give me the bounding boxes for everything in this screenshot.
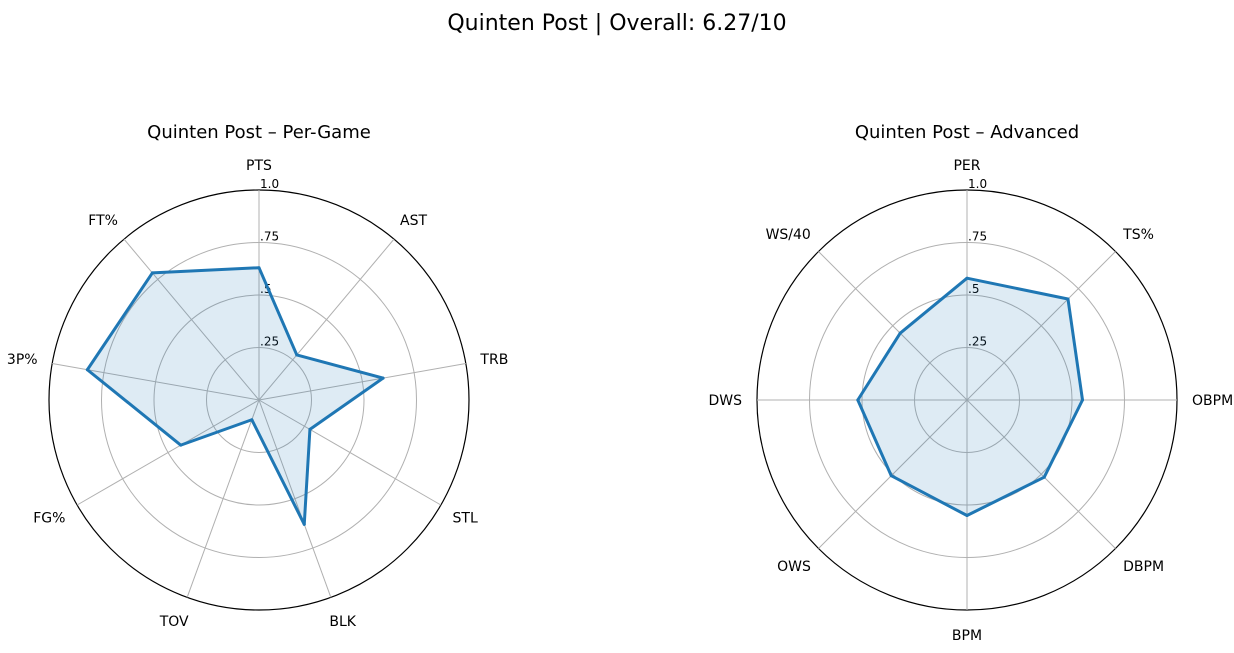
radar-spoke [258,363,466,401]
data-point-trb [381,376,385,380]
data-point-stl [308,427,312,431]
axis-label-3p-pct: 3P% [7,352,38,368]
radar-spoke [966,251,1116,401]
data-point-dbpm [1042,475,1046,479]
data-point-ast [295,353,299,357]
radar-spoke [818,251,968,401]
axis-label-pts: PTS [246,158,272,174]
data-point-ws-40 [898,331,902,335]
radar-grid [756,189,1178,611]
radar-chart-per-game: Quinten Post – Per-Game .25 .5 .75 1.0 PTS AS… [7,122,508,630]
data-point-ows [889,474,893,478]
data-point-pts [257,266,261,270]
data-point-blk [302,522,306,526]
axis-label-ast: AST [400,213,427,229]
axis-label-dws: DWS [708,393,742,409]
data-point-tov [250,418,254,422]
radial-tick-label: .75 [968,230,987,244]
radar-spoke [258,399,332,598]
data-point-bpm [965,514,969,517]
radial-tick-label: .5 [260,282,271,296]
chart-title-per-game: Quinten Post – Per-Game [147,122,371,143]
radar-grid [48,189,470,611]
series-fill-area [87,267,384,525]
radar-spoke [186,399,260,598]
radar-spoke [258,399,442,506]
axis-label-stl: STL [453,511,478,527]
axis-label-blk: BLK [329,614,356,630]
radial-tick-label: .25 [968,335,987,349]
axis-label-fg-pct: FG% [33,511,65,527]
data-point-ts-pct [1066,297,1070,301]
axis-label-bpm: BPM [952,628,982,644]
axis-label-ows: OWS [777,559,811,575]
series-fill-area [857,278,1083,516]
axis-label-trb: TRB [479,352,508,368]
radar-spoke [258,238,395,401]
radial-tick-label: 1.0 [260,177,279,191]
axis-label-dbpm: DBPM [1123,559,1164,575]
data-point-per [965,276,969,280]
radar-spoke [966,399,1116,549]
figure-title: Quinten Post | Overall: 6.27/10 [447,11,786,36]
radial-tick-label: .25 [260,335,279,349]
chart-title-advanced: Quinten Post – Advanced [855,122,1079,143]
series-line [85,266,385,526]
axis-label-per: PER [953,158,980,174]
radar-spoke [123,238,260,401]
radar-spoke [76,399,260,506]
data-point-ft-pct [150,271,154,275]
data-point-obpm [1081,398,1084,402]
radar-chart-advanced: Quinten Post – Advanced .25 .5 .75 1.0 PER TS… [708,122,1233,644]
data-point-fg-pct [179,443,183,447]
axis-label-ws-40: WS/40 [766,227,811,243]
radial-tick-label: 1.0 [968,177,987,191]
axis-label-ft-pct: FT% [88,213,118,229]
radial-tick-label: .5 [968,282,979,296]
axis-label-obpm: OBPM [1192,393,1233,409]
axis-label-ts-pct: TS% [1122,227,1154,243]
axis-label-tov: TOV [159,614,189,630]
radial-tick-label: .75 [260,230,279,244]
radar-spoke [818,399,968,549]
data-point-3p-pct [85,368,89,372]
data-point-dws [856,398,860,402]
